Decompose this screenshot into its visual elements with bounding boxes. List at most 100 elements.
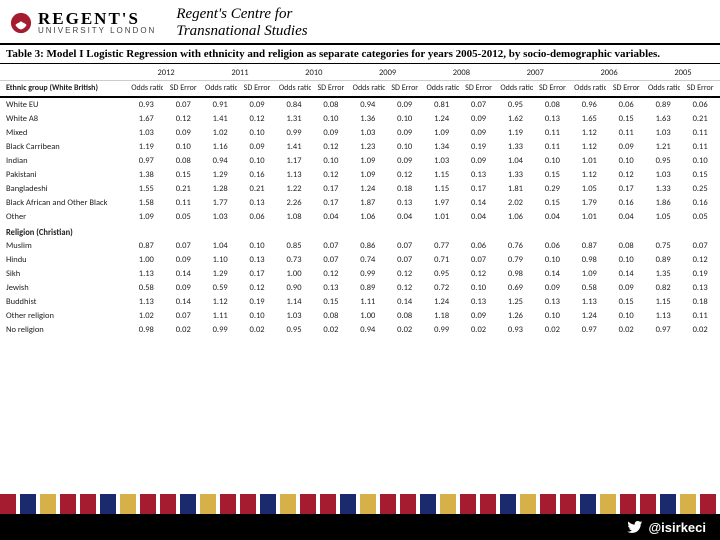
odds-ratio-cell: 1.12 <box>572 168 606 182</box>
odds-ratio-cell: 0.77 <box>425 239 459 253</box>
sd-error-cell: 0.09 <box>311 126 351 140</box>
odds-ratio-cell: 1.13 <box>129 295 163 309</box>
sd-error-cell: 0.10 <box>237 239 277 253</box>
sd-error-cell: 0.14 <box>163 295 203 309</box>
odds-ratio-cell: 1.22 <box>277 182 311 196</box>
odds-ratio-cell: 0.79 <box>498 253 532 267</box>
table-row: Indian0.970.080.940.101.170.101.090.091.… <box>0 154 720 168</box>
odds-ratio-cell: 1.21 <box>646 140 680 154</box>
odds-ratio-cell: 0.71 <box>425 253 459 267</box>
sd-error-cell: 0.09 <box>237 140 277 154</box>
sd-error-cell: 0.08 <box>311 97 351 112</box>
sd-error-cell: 0.09 <box>459 112 499 126</box>
col-odds-ratio: Odds ratio <box>129 81 163 98</box>
odds-ratio-cell: 1.03 <box>646 126 680 140</box>
col-odds-ratio: Odds ratio <box>498 81 532 98</box>
sd-error-cell: 0.13 <box>680 281 720 295</box>
sd-error-cell: 0.09 <box>459 154 499 168</box>
table-row: No religion0.980.020.990.020.950.020.940… <box>0 323 720 337</box>
odds-ratio-cell: 1.08 <box>277 210 311 224</box>
odds-ratio-cell: 1.67 <box>129 112 163 126</box>
year-header: 2007 <box>498 64 572 81</box>
brand-logo: REGENT'S UNIVERSITY LONDON <box>10 10 156 35</box>
odds-ratio-cell: 1.18 <box>425 309 459 323</box>
odds-ratio-cell: 1.13 <box>646 309 680 323</box>
table-row: Mixed1.030.091.020.100.990.091.030.091.0… <box>0 126 720 140</box>
col-sd-error: SD Error <box>311 81 351 98</box>
odds-ratio-cell: 1.09 <box>572 267 606 281</box>
sd-error-cell: 0.07 <box>311 253 351 267</box>
odds-ratio-cell: 0.97 <box>572 323 606 337</box>
sd-error-cell: 0.05 <box>163 210 203 224</box>
twitter-handle[interactable]: @isirkeci <box>627 519 707 535</box>
col-sd-error: SD Error <box>237 81 277 98</box>
sd-error-cell: 0.08 <box>385 309 425 323</box>
sd-error-cell: 0.07 <box>311 239 351 253</box>
sd-error-cell: 0.13 <box>459 295 499 309</box>
odds-ratio-cell: 0.58 <box>572 281 606 295</box>
sd-error-cell: 0.09 <box>606 281 646 295</box>
sd-error-cell: 0.02 <box>163 323 203 337</box>
odds-ratio-cell: 1.04 <box>203 239 237 253</box>
sd-error-cell: 0.05 <box>680 210 720 224</box>
sd-error-cell: 0.12 <box>385 168 425 182</box>
sd-error-cell: 0.12 <box>311 140 351 154</box>
sd-error-cell: 0.19 <box>459 140 499 154</box>
table-row: Black Carribean1.190.101.160.091.410.121… <box>0 140 720 154</box>
odds-ratio-cell: 1.58 <box>129 196 163 210</box>
sd-error-cell: 0.10 <box>533 154 573 168</box>
twitter-icon <box>627 519 643 535</box>
odds-ratio-cell: 1.31 <box>277 112 311 126</box>
col-odds-ratio: Odds ratio <box>203 81 237 98</box>
sd-error-cell: 0.12 <box>311 267 351 281</box>
odds-ratio-cell: 1.12 <box>572 126 606 140</box>
row-label: White A8 <box>0 112 129 126</box>
sd-error-cell: 0.11 <box>163 196 203 210</box>
table-caption: Table 3: Model I Logistic Regression wit… <box>0 44 720 64</box>
odds-ratio-cell: 1.01 <box>572 210 606 224</box>
sd-error-cell: 0.09 <box>237 97 277 112</box>
odds-ratio-cell: 0.98 <box>572 253 606 267</box>
sd-error-cell: 0.16 <box>680 196 720 210</box>
table-row: Buddhist1.130.141.120.191.140.151.110.14… <box>0 295 720 309</box>
col-sd-error: SD Error <box>459 81 499 98</box>
sd-error-cell: 0.10 <box>533 253 573 267</box>
odds-ratio-cell: 1.01 <box>425 210 459 224</box>
sd-error-cell: 0.10 <box>311 112 351 126</box>
odds-ratio-cell: 1.01 <box>572 154 606 168</box>
row-label: Indian <box>0 154 129 168</box>
year-header: 2010 <box>277 64 351 81</box>
centre-title-line2: Transnational Studies <box>176 23 307 40</box>
row-label: Black African and Other Black <box>0 196 129 210</box>
sd-error-cell: 0.04 <box>459 210 499 224</box>
sd-error-cell: 0.17 <box>311 182 351 196</box>
year-header: 2005 <box>646 64 720 81</box>
odds-ratio-cell: 0.94 <box>203 154 237 168</box>
sd-error-cell: 0.09 <box>385 97 425 112</box>
sd-error-cell: 0.11 <box>606 126 646 140</box>
table-row: Black African and Other Black1.580.111.7… <box>0 196 720 210</box>
col-sd-error: SD Error <box>680 81 720 98</box>
sd-error-cell: 0.07 <box>385 239 425 253</box>
odds-ratio-cell: 0.93 <box>498 323 532 337</box>
sd-error-cell: 0.09 <box>459 309 499 323</box>
sd-error-cell: 0.10 <box>385 140 425 154</box>
odds-ratio-cell: 1.81 <box>498 182 532 196</box>
sd-error-cell: 0.12 <box>385 267 425 281</box>
sd-error-cell: 0.02 <box>311 323 351 337</box>
sd-error-cell: 0.02 <box>680 323 720 337</box>
sd-error-cell: 0.17 <box>459 182 499 196</box>
sd-error-cell: 0.04 <box>606 210 646 224</box>
odds-ratio-cell: 0.90 <box>277 281 311 295</box>
row-label: Mixed <box>0 126 129 140</box>
odds-ratio-cell: 1.24 <box>572 309 606 323</box>
odds-ratio-cell: 1.15 <box>646 295 680 309</box>
sd-error-cell: 0.29 <box>533 182 573 196</box>
sd-error-cell: 0.19 <box>237 295 277 309</box>
odds-ratio-cell: 1.97 <box>425 196 459 210</box>
table-row: White A81.670.121.410.121.310.101.360.10… <box>0 112 720 126</box>
odds-ratio-cell: 0.96 <box>572 97 606 112</box>
odds-ratio-cell: 1.14 <box>277 295 311 309</box>
odds-ratio-cell: 1.38 <box>129 168 163 182</box>
odds-ratio-cell: 0.99 <box>203 323 237 337</box>
